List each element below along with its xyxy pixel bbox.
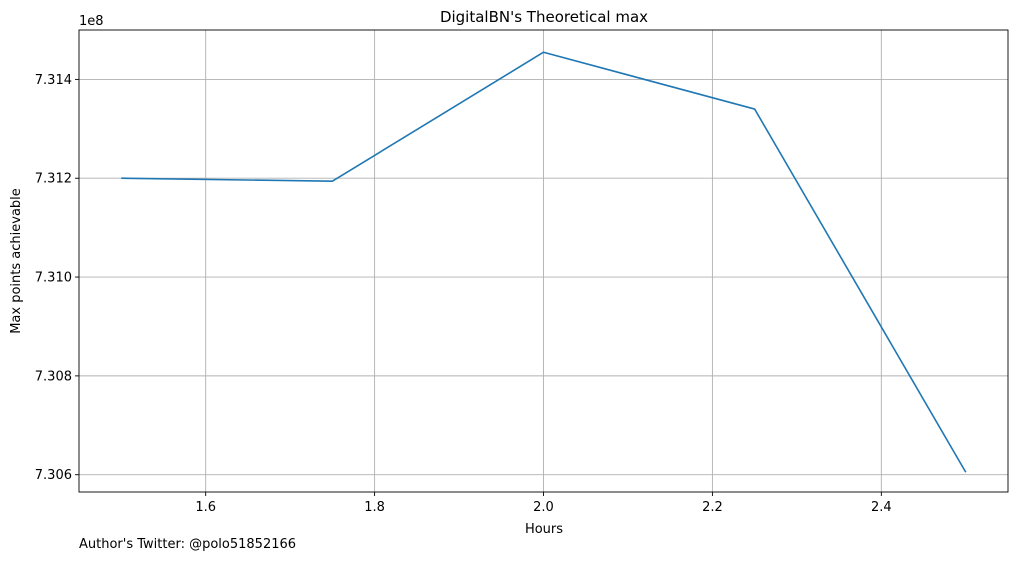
- y-offset-label: 1e8: [79, 14, 104, 29]
- y-axis-label: Max points achievable: [9, 188, 24, 334]
- y-tick-label: 7.306: [35, 468, 72, 483]
- x-tick-label: 2.0: [533, 500, 554, 515]
- series-layer: [121, 51, 967, 473]
- x-tick-label: 2.2: [702, 500, 723, 515]
- chart-title: DigitalBN's Theoretical max: [440, 8, 648, 26]
- ticks: 1.6 1.8 2.0 2.2 2.4 7.306 7.308 7.310 7.312 7.314: [35, 73, 892, 515]
- series-line: [121, 51, 967, 473]
- y-tick-label: 7.312: [35, 172, 72, 187]
- x-tick-label: 2.4: [871, 500, 892, 515]
- x-tick-label: 1.8: [364, 500, 385, 515]
- author-credit: Author's Twitter: @polo51852166: [79, 537, 297, 552]
- y-tick-label: 7.314: [35, 73, 72, 88]
- x-tick-label: 1.6: [195, 500, 216, 515]
- grid: [79, 30, 1008, 492]
- x-axis-label: Hours: [525, 522, 563, 537]
- y-tick-label: 7.310: [35, 271, 72, 286]
- y-tick-label: 7.308: [35, 369, 72, 384]
